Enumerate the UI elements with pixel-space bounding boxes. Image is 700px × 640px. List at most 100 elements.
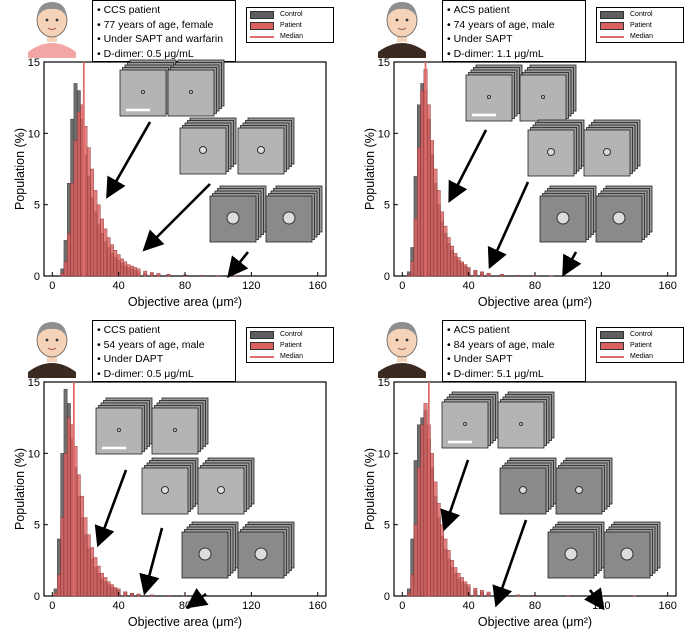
pointer-arrow bbox=[106, 121, 152, 199]
pointer-arrow bbox=[487, 181, 530, 270]
patient-bar bbox=[199, 275, 204, 277]
cell-image-stack bbox=[499, 457, 557, 515]
cell-image-stack bbox=[603, 521, 661, 579]
cell-image-stack bbox=[497, 391, 555, 449]
legend-entry-median: Median bbox=[250, 31, 330, 42]
legend-swatch-patient bbox=[600, 21, 624, 30]
y-tick-label: 0 bbox=[34, 591, 40, 603]
cell-image-stack bbox=[237, 521, 295, 579]
x-tick-label: 0 bbox=[49, 280, 55, 292]
chart-legend: Control Patient Median bbox=[246, 7, 334, 43]
legend-entry-patient: Patient bbox=[600, 340, 680, 351]
patient-info-line: D-dimer: 1.1 μg/mL bbox=[447, 47, 581, 62]
man-avatar-icon bbox=[378, 2, 426, 58]
x-tick-label: 80 bbox=[529, 280, 541, 292]
patient-info-line: D-dimer: 0.5 μg/mL bbox=[97, 367, 231, 382]
x-axis-label: Objective area (μm²) bbox=[128, 295, 242, 309]
legend-entry-median: Median bbox=[600, 31, 680, 42]
elderly-man-avatar-icon bbox=[28, 322, 76, 378]
pointer-arrow bbox=[583, 587, 605, 611]
patient-info-line: Under SAPT bbox=[447, 352, 581, 367]
patient-info-line: 84 years of age, male bbox=[447, 338, 581, 353]
pointer-arrow bbox=[448, 129, 488, 203]
legend-swatch-median bbox=[250, 35, 274, 38]
patient-bar bbox=[499, 274, 504, 277]
x-axis-label: Objective area (μm²) bbox=[128, 615, 242, 629]
x-tick-label: 40 bbox=[463, 600, 475, 612]
patient-info-line: D-dimer: 0.5 μg/mL bbox=[97, 47, 231, 62]
chart-legend: Control Patient Median bbox=[246, 327, 334, 363]
patient-info-box: ACS patient84 years of age, maleUnder SA… bbox=[442, 320, 586, 382]
legend-swatch-control bbox=[600, 330, 624, 339]
cell-image-stack bbox=[151, 397, 209, 455]
legend-entry-patient: Patient bbox=[600, 20, 680, 31]
elderly-man-avatar-icon bbox=[378, 322, 426, 378]
legend-label-control: Control bbox=[280, 331, 303, 338]
legend-swatch-patient bbox=[600, 341, 624, 350]
y-tick-label: 5 bbox=[34, 520, 40, 532]
pointer-arrow bbox=[142, 183, 211, 252]
x-axis-label: Objective area (μm²) bbox=[478, 615, 592, 629]
y-tick-label: 10 bbox=[28, 448, 40, 460]
x-tick-label: 40 bbox=[463, 280, 475, 292]
legend-label-patient: Patient bbox=[280, 22, 302, 29]
cell-image-stack bbox=[237, 117, 295, 175]
legend-swatch-patient bbox=[250, 341, 274, 350]
y-tick-label: 0 bbox=[384, 271, 390, 283]
cell-image-stack bbox=[179, 117, 237, 175]
pointer-arrow bbox=[492, 519, 528, 608]
legend-label-median: Median bbox=[630, 353, 653, 360]
cell-image-stack bbox=[555, 457, 613, 515]
cell-image-stack bbox=[527, 119, 585, 177]
chart-panel-2: 0 40 80 120 160 0 5 10 15 Objective area (μm²) Pop… bbox=[350, 0, 700, 320]
y-tick-label: 10 bbox=[28, 128, 40, 140]
legend-entry-median: Median bbox=[600, 351, 680, 362]
pointer-arrow bbox=[562, 251, 582, 277]
cell-image-stack bbox=[441, 391, 499, 449]
patient-info-line: ACS patient bbox=[447, 323, 581, 338]
patient-bar bbox=[480, 271, 484, 277]
legend-label-patient: Patient bbox=[630, 342, 652, 349]
legend-entry-patient: Patient bbox=[250, 340, 330, 351]
legend-entry-control: Control bbox=[600, 9, 680, 20]
y-axis-label: Population (%) bbox=[363, 448, 377, 530]
patient-bar bbox=[149, 272, 154, 277]
x-tick-label: 80 bbox=[179, 280, 191, 292]
patient-info-line: Under SAPT and warfarin bbox=[97, 32, 231, 47]
legend-entry-control: Control bbox=[250, 329, 330, 340]
legend-label-patient: Patient bbox=[630, 22, 652, 29]
patient-bar bbox=[156, 273, 161, 277]
cell-image-stack bbox=[181, 521, 239, 579]
legend-swatch-median bbox=[600, 355, 624, 358]
patient-bar bbox=[136, 268, 141, 277]
x-tick-label: 40 bbox=[113, 600, 125, 612]
patient-bar bbox=[486, 272, 491, 277]
y-tick-label: 15 bbox=[28, 377, 40, 389]
chart-panel-3: 0 40 80 120 160 0 5 10 15 Objective area (μm²) Pop… bbox=[0, 320, 350, 640]
y-axis-label: Population (%) bbox=[13, 448, 27, 530]
legend-label-median: Median bbox=[280, 353, 303, 360]
y-tick-label: 0 bbox=[34, 271, 40, 283]
legend-entry-control: Control bbox=[600, 329, 680, 340]
chart-panel-4: 0 40 80 120 160 0 5 10 15 Objective area (μm²) Pop… bbox=[350, 320, 700, 640]
patient-info-line: CCS patient bbox=[97, 323, 231, 338]
x-tick-label: 40 bbox=[113, 280, 125, 292]
patient-info-line: Under SAPT bbox=[447, 32, 581, 47]
y-tick-label: 10 bbox=[378, 128, 390, 140]
y-axis-label: Population (%) bbox=[13, 128, 27, 210]
patient-info-box: CCS patient77 years of age, femaleUnder … bbox=[92, 0, 236, 62]
legend-entry-median: Median bbox=[250, 351, 330, 362]
cell-image-stack bbox=[583, 119, 641, 177]
legend-label-control: Control bbox=[280, 11, 303, 18]
cell-image-stack bbox=[209, 185, 267, 243]
cell-image-stack bbox=[141, 457, 199, 515]
patient-bar bbox=[486, 591, 491, 597]
y-tick-label: 5 bbox=[34, 200, 40, 212]
pointer-arrow bbox=[440, 459, 470, 532]
patient-info-line: D-dimer: 5.1 μg/mL bbox=[447, 367, 581, 382]
cell-image-stack bbox=[595, 185, 653, 243]
patient-info-line: Under DAPT bbox=[97, 352, 231, 367]
cell-image-stack bbox=[167, 59, 225, 117]
